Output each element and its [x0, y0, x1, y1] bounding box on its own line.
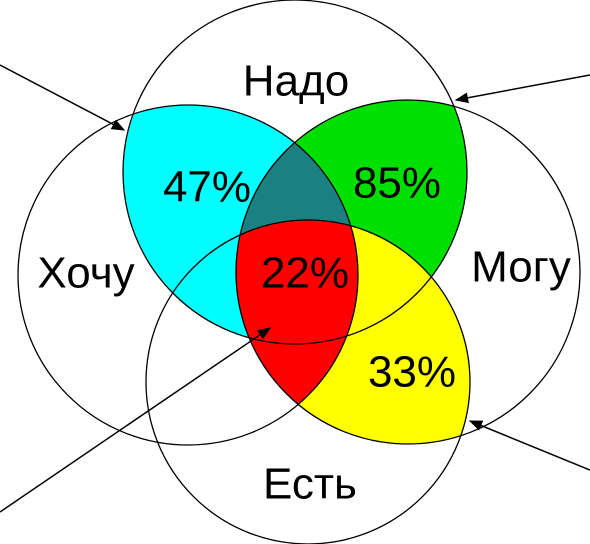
circle — [235, 99, 581, 445]
circle-label: Надо — [243, 57, 349, 106]
circle-label: Хочу — [37, 249, 134, 298]
arrow — [0, 64, 126, 131]
circle — [145, 219, 471, 544]
region-label: 85% — [353, 159, 441, 208]
region-label: 22% — [261, 249, 349, 298]
region-label: 47% — [163, 163, 251, 212]
arrow — [0, 327, 272, 513]
circle-label: Есть — [263, 460, 357, 509]
circle-label: Могу — [471, 243, 571, 292]
arrow — [454, 74, 590, 104]
region-label: 33% — [368, 348, 456, 397]
arrow — [468, 420, 590, 471]
circle — [122, 0, 468, 345]
circle — [17, 104, 359, 446]
